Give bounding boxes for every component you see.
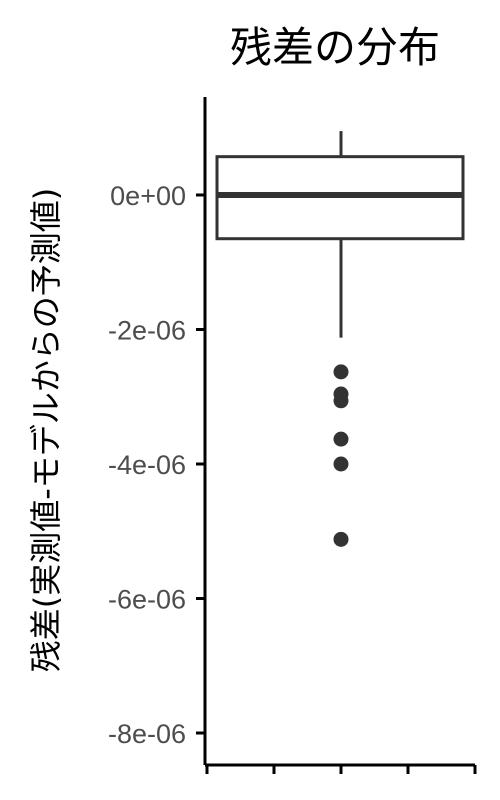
- plot-area: [215, 131, 465, 547]
- y-tick-label: -6e-06: [108, 585, 186, 615]
- outlier-point: [333, 364, 349, 380]
- y-axis-label: 残差(実測値-モデルからの予測値): [27, 188, 65, 673]
- outlier-point: [333, 531, 349, 547]
- y-tick-label: -4e-06: [108, 450, 186, 480]
- outlier-point: [333, 393, 349, 409]
- y-tick-label: -8e-06: [108, 719, 186, 749]
- chart-title: 残差の分布: [230, 23, 440, 72]
- y-tick-label: 0e+00: [110, 181, 186, 211]
- outlier-point: [333, 456, 349, 472]
- outlier-point: [333, 431, 349, 447]
- axes: 0e+00 -2e-06 -4e-06 -6e-06 -8e-06: [108, 97, 477, 774]
- y-tick-label: -2e-06: [108, 316, 186, 346]
